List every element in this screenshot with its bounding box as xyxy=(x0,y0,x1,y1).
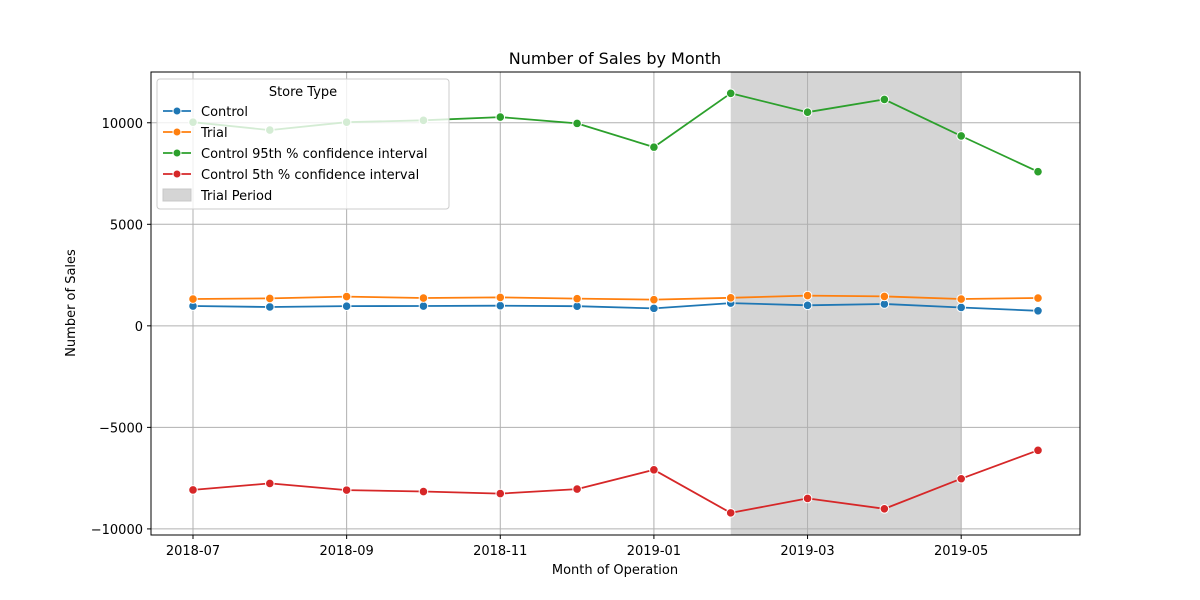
series-control xyxy=(188,298,1043,316)
data-point xyxy=(649,294,659,305)
series-control-5th-confidence-interval xyxy=(188,445,1043,518)
data-point xyxy=(802,300,813,311)
x-tick-label: 2018-09 xyxy=(319,544,373,559)
chart-title: Number of Sales by Month xyxy=(509,49,721,68)
data-point xyxy=(495,292,506,303)
legend-marker xyxy=(172,127,182,137)
y-axis-label: Number of Sales xyxy=(64,249,79,357)
data-point xyxy=(265,302,275,312)
y-tick-label: −5000 xyxy=(99,421,143,436)
data-point xyxy=(802,107,813,118)
data-point xyxy=(495,488,506,499)
data-point xyxy=(879,291,890,302)
data-point xyxy=(1033,293,1043,303)
data-point xyxy=(418,301,429,311)
data-point xyxy=(649,142,659,152)
legend-label: Trial xyxy=(200,126,228,141)
legend-label: Control 5th % confidence interval xyxy=(201,168,419,183)
legend-box xyxy=(156,78,450,210)
legend-title: Store Type xyxy=(269,85,337,100)
x-tick-label: 2019-05 xyxy=(934,544,988,559)
legend-item-trial-period: Trial Period xyxy=(162,188,272,204)
data-point xyxy=(649,303,659,314)
data-point xyxy=(802,290,813,301)
data-point xyxy=(1033,166,1043,177)
data-point xyxy=(956,294,966,304)
y-tick-label: 5000 xyxy=(110,218,143,233)
series-line xyxy=(192,302,1039,312)
data-point xyxy=(956,302,966,313)
legend-label: Trial Period xyxy=(200,189,272,204)
legend-item-trial: Trial xyxy=(163,126,228,141)
data-point xyxy=(725,293,736,303)
y-tick-label: −10000 xyxy=(91,523,143,538)
data-point xyxy=(188,485,198,495)
data-point xyxy=(188,294,198,304)
data-point xyxy=(572,293,582,304)
series-line xyxy=(192,294,1039,301)
data-point xyxy=(802,493,813,504)
data-point xyxy=(265,478,275,489)
x-tick-label: 2019-03 xyxy=(780,544,834,559)
y-tick-label: 10000 xyxy=(102,117,143,132)
data-point xyxy=(572,118,582,129)
x-tick-label: 2018-11 xyxy=(473,544,527,559)
series-trial xyxy=(188,290,1043,305)
data-point xyxy=(495,300,506,311)
data-point xyxy=(1033,306,1043,316)
x-axis-label: Month of Operation xyxy=(552,563,678,578)
series-line xyxy=(192,449,1039,514)
y-tick-label: 0 xyxy=(135,320,143,335)
legend-item-control-95th-confidence-interval: Control 95th % confidence interval xyxy=(163,147,427,162)
data-point xyxy=(1033,445,1043,456)
legend: Store Type Control Trial Control 95th % co… xyxy=(156,78,450,210)
data-point xyxy=(495,112,506,122)
legend-label: Control 95th % confidence interval xyxy=(201,147,427,162)
x-axis-ticks: 2018-07 2018-09 2018-11 2019-01 2019-03 2019-… xyxy=(166,535,988,559)
data-point xyxy=(725,88,736,99)
data-point xyxy=(725,508,736,518)
legend-item-control: Control xyxy=(163,105,248,120)
data-point xyxy=(879,94,890,105)
data-point xyxy=(341,485,352,495)
data-point xyxy=(265,293,275,304)
data-point xyxy=(341,301,352,311)
data-point xyxy=(879,504,890,514)
legend-items: Control Trial Control 95th % confidence in… xyxy=(162,105,427,204)
data-point xyxy=(418,486,429,497)
data-point xyxy=(649,465,659,475)
legend-marker xyxy=(172,169,182,179)
y-axis-ticks: −10000 −5000 0 5000 10000 xyxy=(91,117,151,538)
data-point xyxy=(956,131,966,141)
x-tick-label: 2019-01 xyxy=(627,544,681,559)
legend-band-swatch xyxy=(162,188,192,202)
data-point xyxy=(418,293,429,303)
legend-marker xyxy=(172,148,182,158)
legend-marker xyxy=(172,106,182,116)
legend-label: Control xyxy=(201,105,248,120)
x-tick-label: 2018-07 xyxy=(166,544,220,559)
plot-area-frame xyxy=(150,71,1081,536)
data-point xyxy=(341,291,352,302)
data-point xyxy=(956,473,966,484)
legend-item-control-5th-confidence-interval: Control 5th % confidence interval xyxy=(163,168,419,183)
data-point xyxy=(572,484,582,494)
